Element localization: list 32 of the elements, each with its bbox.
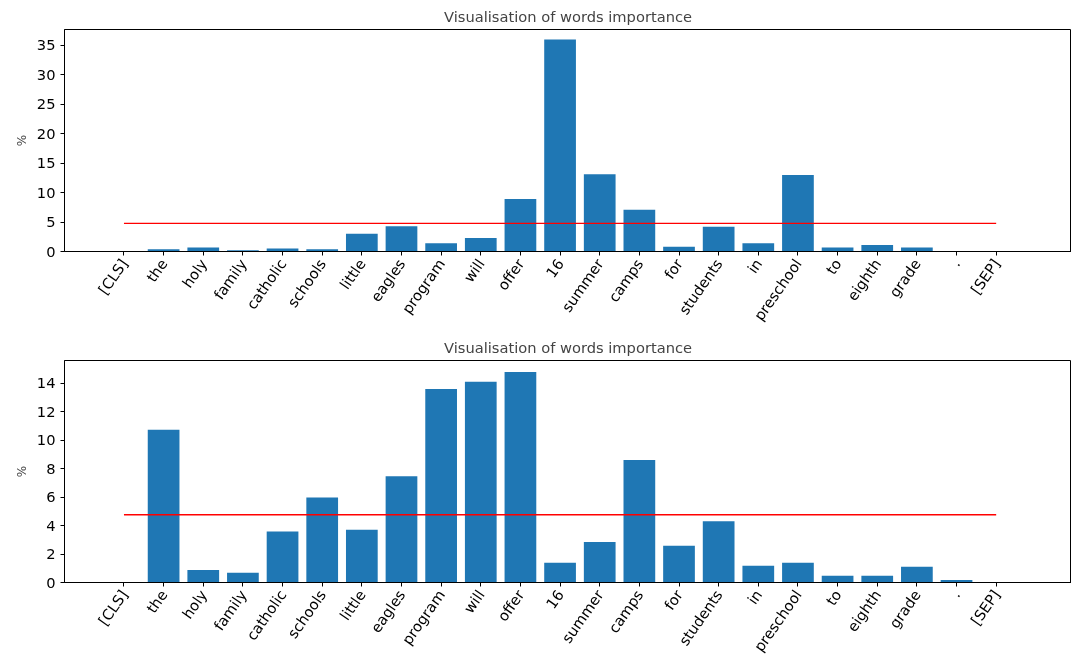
x-tick-label: for [660, 585, 687, 613]
y-tick-label: 0 [46, 242, 56, 260]
x-tick-label: 16 [542, 255, 568, 281]
y-axis-title: % [14, 134, 29, 147]
y-axis-title: % [14, 465, 29, 478]
y-tick-label: 20 [36, 124, 56, 142]
y-tick-label: 30 [36, 65, 56, 83]
y-tick-label: 5 [46, 213, 56, 231]
y-tick-label: 12 [36, 402, 56, 420]
x-tick-label: to [822, 586, 845, 609]
x-tick-label: . [946, 586, 964, 601]
y-tick-label: 25 [36, 95, 56, 113]
x-tick-label: will [459, 586, 488, 617]
y-tick-label: 4 [46, 516, 56, 534]
y-tick-label: 14 [36, 374, 56, 392]
x-tick-label: 16 [542, 586, 568, 612]
y-tick-label: 2 [46, 545, 56, 563]
x-tick-label: the [142, 255, 171, 286]
y-tick-label: 10 [36, 431, 56, 449]
y-tick-label: 35 [36, 36, 56, 54]
y-tick-label: 8 [46, 459, 56, 477]
y-tick-label: 0 [46, 573, 56, 591]
x-tick-label: to [822, 255, 845, 278]
x-tick-label: for [660, 254, 687, 282]
chart-title: Visualisation of words importance [443, 338, 693, 356]
x-tick-label: the [142, 586, 171, 617]
y-tick-label: 6 [46, 488, 56, 506]
x-tick-label: . [946, 255, 964, 270]
chart-title: Visualisation of words importance [443, 7, 693, 25]
x-tick-label: will [459, 255, 488, 286]
y-tick-label: 10 [36, 183, 56, 201]
y-tick-label: 15 [36, 154, 56, 172]
